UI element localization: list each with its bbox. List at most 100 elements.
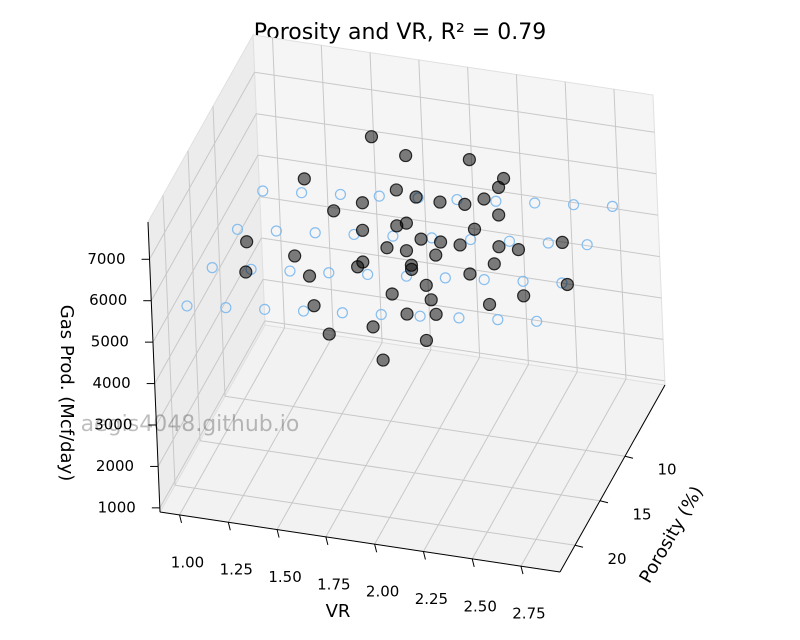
plane-point <box>492 314 504 326</box>
data-point <box>433 235 448 249</box>
x-axis-label: VR <box>326 601 351 622</box>
data-point <box>424 293 438 307</box>
plane-point <box>323 267 335 279</box>
grid-line <box>272 37 286 328</box>
data-point <box>458 197 472 211</box>
data-point <box>239 265 253 279</box>
x-tick-label: 1.00 <box>171 553 204 571</box>
plane-point <box>206 262 218 274</box>
data-point <box>409 190 423 204</box>
plane-point <box>181 300 193 312</box>
grid-line <box>149 72 255 260</box>
grid-line <box>174 484 576 546</box>
x-tick-label: 2.50 <box>463 597 496 615</box>
grid-line <box>520 378 627 567</box>
plane-point <box>503 235 516 247</box>
z-tick-label: 3000 <box>94 416 132 434</box>
data-point <box>399 148 413 163</box>
grid-line <box>224 395 626 457</box>
grid-line <box>212 106 226 397</box>
plane-point <box>529 197 541 209</box>
data-point <box>404 258 419 272</box>
data-point <box>419 278 433 292</box>
plane-point <box>414 310 426 322</box>
plane-point <box>334 188 347 201</box>
grid-line <box>613 89 627 380</box>
data-point <box>429 307 443 321</box>
grid-line <box>150 113 257 301</box>
z-axis-line <box>147 221 161 513</box>
grid-line <box>374 356 481 545</box>
data-point <box>366 320 380 334</box>
plane-point <box>284 265 296 277</box>
grid-line <box>227 334 334 523</box>
data-point <box>429 248 443 262</box>
data-point <box>511 242 526 257</box>
grid-line <box>515 74 529 365</box>
plane-point <box>270 225 282 237</box>
grid-line <box>257 154 659 216</box>
grid-line <box>254 71 655 133</box>
x-tick-label: 1.50 <box>268 568 301 586</box>
plane-point <box>259 303 271 315</box>
data-point <box>467 222 482 236</box>
chart-title: Porosity and VR, R² = 0.79 <box>254 20 546 45</box>
grid-line <box>179 327 285 516</box>
x-tick <box>179 514 182 524</box>
plane-point <box>581 239 593 251</box>
grid-line <box>187 150 201 441</box>
x-tick-label: 1.25 <box>220 561 253 579</box>
data-point <box>453 238 467 252</box>
data-point <box>307 299 321 313</box>
x-tick <box>520 566 524 575</box>
x-tick <box>276 529 280 538</box>
x-tick-label: 2.25 <box>415 590 448 608</box>
x-tick <box>471 558 475 567</box>
plane-point <box>375 308 387 321</box>
plane-point <box>439 272 451 284</box>
data-point <box>355 223 370 237</box>
x-tick <box>325 536 329 545</box>
data-point <box>419 333 434 348</box>
data-point <box>288 249 302 263</box>
grid-line <box>152 154 259 343</box>
data-point <box>385 287 399 301</box>
grid-line <box>276 342 383 530</box>
plane-point <box>490 195 502 207</box>
z-tick-label: 2000 <box>96 457 134 475</box>
z-tick-label: 7000 <box>87 250 125 268</box>
watermark: aegis4048.github.io <box>81 412 300 437</box>
data-point <box>492 240 506 254</box>
y-axis-line <box>559 384 666 573</box>
plane-point <box>517 275 529 287</box>
data-point <box>400 307 414 321</box>
data-point <box>487 257 501 271</box>
grid-line <box>471 371 578 560</box>
plane-point <box>387 230 399 242</box>
back-pane <box>252 34 666 386</box>
data-point <box>322 327 336 341</box>
y-tick-label: 15 <box>632 505 651 523</box>
grid-line <box>564 81 578 372</box>
plane-point <box>257 185 269 197</box>
plane-point <box>362 268 374 281</box>
plane-point <box>220 302 232 314</box>
z-tick-label: 6000 <box>89 291 127 309</box>
plane-point <box>567 199 580 211</box>
grid-line <box>325 349 432 538</box>
data-point <box>302 269 317 283</box>
x-tick <box>227 522 231 531</box>
plane-point <box>542 237 554 249</box>
z-tick-label: 5000 <box>91 333 129 351</box>
data-point <box>482 297 497 312</box>
y-tick <box>574 544 584 548</box>
data-point <box>356 255 370 269</box>
data-point <box>560 277 574 292</box>
data-point <box>390 219 404 233</box>
grid-line <box>199 440 601 502</box>
x-tick <box>374 544 378 553</box>
data-point <box>477 192 491 206</box>
plane-point <box>453 312 465 324</box>
y-tick <box>624 455 634 459</box>
